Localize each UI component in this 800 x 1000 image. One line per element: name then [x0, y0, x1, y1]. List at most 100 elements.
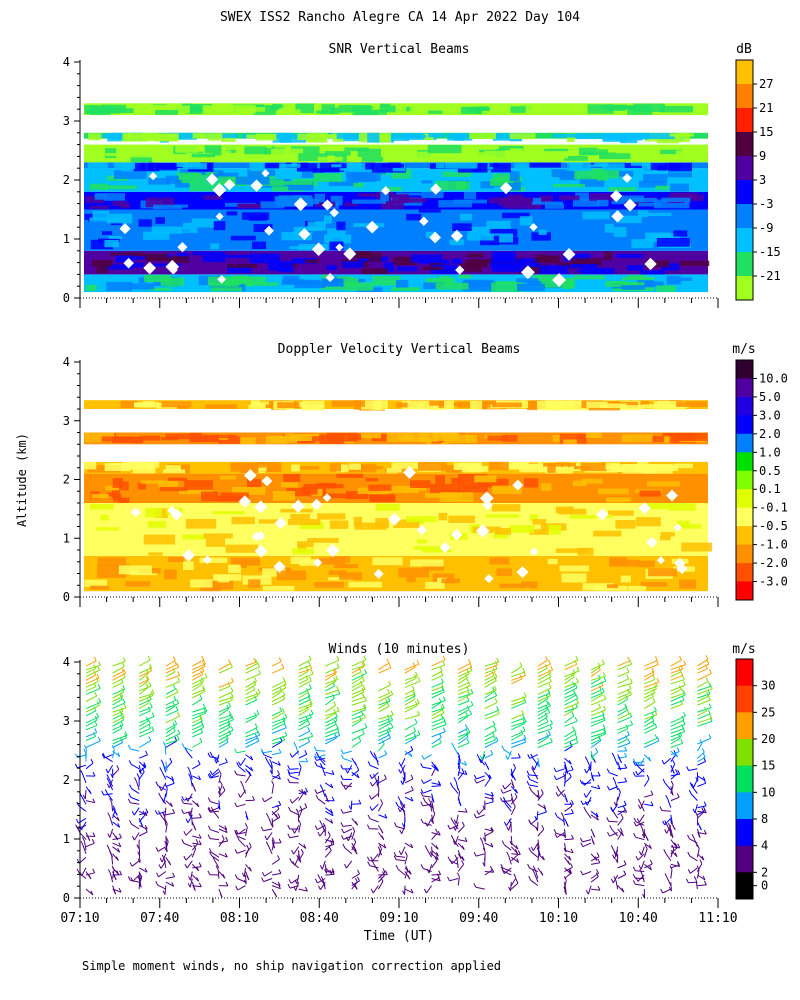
wind-barb	[263, 878, 273, 883]
heatmap-speckle	[204, 145, 222, 156]
wind-barb-feather	[314, 789, 318, 794]
wind-barb-feather	[369, 774, 373, 779]
wind-barb-feather	[264, 756, 268, 762]
wind-barb	[617, 874, 626, 879]
wind-barb-feather	[547, 701, 551, 707]
wind-barb-feather	[138, 769, 142, 775]
wind-barb-feather	[310, 709, 314, 715]
heatmap-speckle	[304, 259, 321, 263]
heatmap-speckle	[344, 147, 369, 152]
wind-barb	[298, 888, 308, 892]
wind-barb	[164, 885, 167, 895]
heatmap-speckle	[559, 433, 587, 444]
wind-barb	[289, 771, 299, 774]
heatmap-speckle	[122, 133, 132, 142]
wind-barb-feather	[603, 705, 607, 711]
wind-barb-feather	[291, 849, 295, 855]
wind-barb	[271, 740, 283, 748]
wind-barb-feather	[654, 734, 658, 739]
wind-barb-feather	[158, 792, 162, 798]
heatmap-speckle	[165, 465, 181, 471]
wind-barb	[161, 853, 167, 863]
wind-barb	[431, 731, 446, 738]
wind-barb	[138, 670, 152, 678]
data-gap	[293, 197, 308, 212]
wind-barb-feather	[496, 706, 500, 711]
wind-barb	[237, 828, 246, 835]
wind-barb-feather	[254, 723, 258, 728]
wind-barb	[218, 733, 231, 741]
wind-barb	[458, 713, 472, 720]
heatmap-speckle	[433, 432, 459, 441]
heatmap-speckle	[451, 478, 464, 484]
heatmap-speckle	[391, 194, 409, 203]
wind-barb-feather	[682, 690, 686, 696]
wind-barb-feather	[432, 809, 436, 814]
wind-barb	[431, 764, 439, 772]
wind-barb-feather	[565, 797, 568, 803]
data-gap	[656, 556, 665, 565]
wind-barb	[688, 768, 698, 771]
wind-barb	[484, 695, 497, 702]
wind-barb	[192, 732, 203, 738]
heatmap-speckle	[425, 581, 445, 589]
wind-barb-feather	[177, 671, 181, 676]
wind-barb-feather	[401, 823, 405, 828]
heatmap-speckle	[460, 213, 473, 221]
wind-barb	[644, 671, 655, 678]
wind-barb	[404, 677, 417, 685]
wind-barb-feather	[354, 761, 358, 766]
wind-barb-feather	[198, 840, 202, 845]
wind-barb-feather	[705, 677, 709, 682]
wind-barb	[590, 691, 605, 699]
wind-barb	[511, 678, 523, 685]
heatmap-speckle	[301, 168, 316, 178]
wind-barb-feather	[402, 890, 406, 895]
heatmap-speckle	[240, 559, 261, 566]
heatmap-speckle	[466, 233, 494, 241]
wind-barb	[691, 786, 698, 794]
wind-barb	[644, 863, 653, 869]
wind-barb-feather	[329, 869, 333, 875]
wind-barb-feather	[428, 798, 431, 803]
wind-barb-feather	[362, 685, 366, 690]
wind-barb-feather	[340, 822, 344, 827]
wind-barb-feather	[131, 810, 135, 816]
wind-barb-feather	[75, 753, 78, 758]
wind-barb-feather	[435, 845, 439, 850]
wind-barb	[664, 817, 672, 826]
wind-barb-feather	[110, 773, 114, 779]
wind-barb	[378, 692, 390, 699]
heatmap-speckle	[260, 466, 280, 472]
wind-barb-feather	[317, 831, 321, 837]
wind-barb	[644, 716, 655, 724]
wind-barb	[431, 686, 444, 692]
heatmap-speckle	[169, 132, 197, 140]
heatmap-speckle	[194, 435, 222, 443]
heatmap-speckle	[134, 402, 160, 408]
heatmap-speckle	[88, 133, 102, 141]
wind-barb	[670, 737, 681, 745]
wind-barb	[237, 835, 246, 841]
wind-barb-feather	[571, 800, 574, 805]
wind-barb	[321, 824, 326, 833]
wind-barb-feather	[648, 844, 652, 849]
wind-barb	[617, 698, 628, 706]
heatmap-speckle	[444, 400, 454, 410]
wind-barb	[644, 696, 654, 702]
wind-barb	[670, 869, 673, 879]
wind-barb-feather	[580, 842, 584, 847]
wind-barb	[404, 666, 416, 674]
heatmap-speckle	[656, 238, 690, 247]
wind-barb-feather	[124, 731, 128, 736]
wind-barb	[271, 687, 287, 695]
heatmap-speckle	[538, 265, 569, 274]
wind-barb	[508, 855, 512, 865]
heatmap-speckle	[115, 255, 134, 263]
heatmap-speckle	[462, 485, 478, 490]
wind-barb	[298, 719, 309, 727]
wind-barb-feather	[393, 822, 397, 827]
wind-barb-feather	[395, 801, 399, 807]
wind-barb-feather	[324, 869, 328, 874]
heatmap-speckle	[321, 104, 335, 114]
